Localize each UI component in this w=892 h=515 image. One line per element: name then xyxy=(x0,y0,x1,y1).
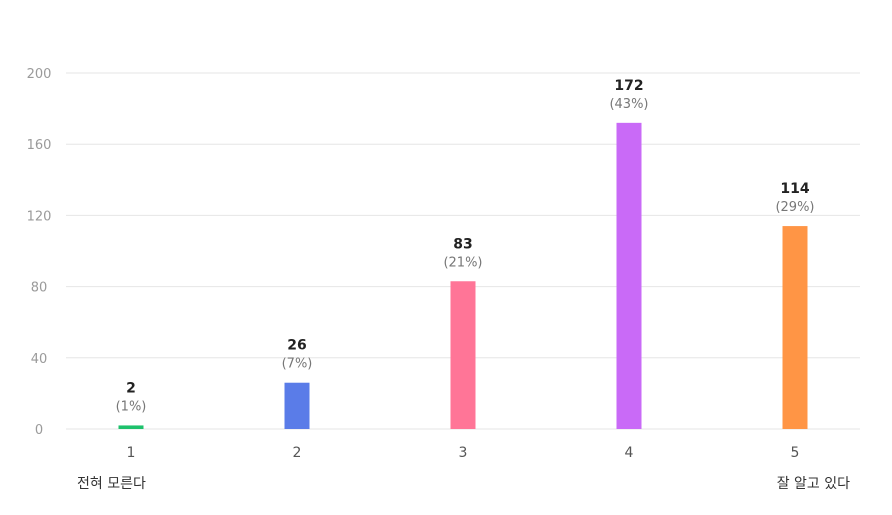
bar xyxy=(450,281,476,429)
bar xyxy=(118,425,144,429)
value-label: 114 xyxy=(780,181,809,197)
y-tick-label: 80 xyxy=(31,281,48,296)
y-axis-ticks: 0 40 80 120 160 200 xyxy=(27,67,52,438)
value-label: 2 xyxy=(126,380,136,396)
y-tick-label: 120 xyxy=(27,209,52,224)
bar xyxy=(616,122,642,429)
value-label: 26 xyxy=(287,338,306,354)
percent-label: (43%) xyxy=(609,97,648,112)
x-tick-label: 4 xyxy=(625,445,634,461)
x-tick-label: 3 xyxy=(459,445,468,461)
scale-low-label: 전혀 모른다 xyxy=(77,476,146,492)
x-tick-label: 5 xyxy=(791,445,800,461)
percent-label: (7%) xyxy=(282,357,313,372)
bar xyxy=(782,226,808,429)
percent-label: (1%) xyxy=(116,399,147,414)
scale-high-label: 잘 알고 있다 xyxy=(776,476,850,492)
bar xyxy=(284,382,310,429)
y-tick-label: 0 xyxy=(35,423,43,438)
x-axis-ticks: 1 2 3 4 5 xyxy=(127,445,800,461)
x-tick-label: 1 xyxy=(127,445,136,461)
y-tick-label: 200 xyxy=(27,67,52,82)
bars xyxy=(118,122,808,429)
value-label: 172 xyxy=(614,78,643,94)
x-tick-label: 2 xyxy=(293,445,302,461)
percent-label: (29%) xyxy=(775,200,814,215)
percent-label: (21%) xyxy=(443,255,482,270)
y-tick-label: 40 xyxy=(31,352,48,367)
value-label: 83 xyxy=(453,236,472,252)
y-tick-label: 160 xyxy=(27,138,52,153)
data-labels: 2 (1%) 26 (7%) 83 (21%) 172 (43%) 114 (29%) xyxy=(116,78,815,415)
